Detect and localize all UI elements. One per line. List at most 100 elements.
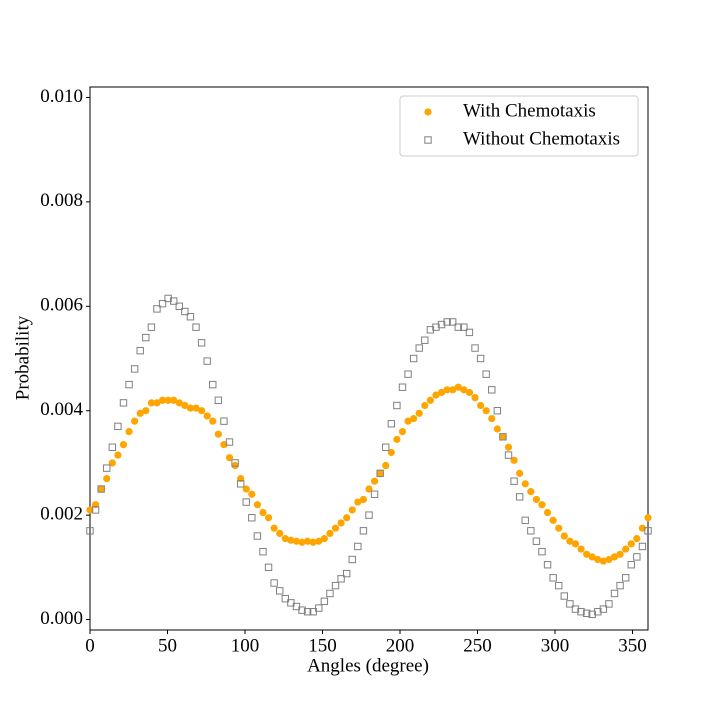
data-point [209, 380, 217, 389]
data-point [583, 550, 591, 558]
data-point [460, 386, 468, 394]
data-point [432, 391, 440, 399]
data-point [181, 307, 189, 316]
data-point [566, 600, 574, 608]
data-point [543, 561, 552, 569]
data-point [175, 302, 183, 310]
data-point [605, 555, 613, 564]
data-point [287, 536, 295, 544]
data-point [359, 495, 368, 504]
data-point [225, 454, 234, 462]
data-point [633, 553, 641, 561]
data-point [370, 477, 379, 485]
data-point [555, 581, 563, 590]
data-point [538, 501, 546, 509]
data-point [393, 401, 401, 410]
x-tick-label: 300 [541, 635, 570, 656]
x-tick-label: 150 [308, 635, 337, 656]
data-point [292, 537, 301, 545]
data-point [225, 438, 234, 446]
data-point [242, 485, 250, 493]
data-point [186, 313, 195, 321]
data-point [276, 587, 284, 595]
data-point [320, 535, 328, 543]
data-point [320, 597, 329, 605]
data-point [331, 581, 340, 590]
data-point [449, 318, 457, 326]
data-point [231, 459, 239, 467]
data-point [259, 547, 267, 556]
data-point [315, 537, 323, 545]
y-tick-label: 0.004 [40, 399, 83, 420]
data-point [515, 493, 524, 501]
data-point [192, 323, 200, 331]
data-point [354, 542, 362, 551]
data-point [86, 527, 94, 535]
data-point [337, 575, 345, 583]
data-point [203, 412, 211, 420]
data-point [527, 488, 535, 496]
data-point [504, 451, 513, 459]
data-point [114, 451, 122, 459]
data-point [214, 396, 223, 404]
data-point [153, 305, 161, 313]
data-point [264, 563, 273, 572]
data-point [610, 589, 619, 598]
data-point [493, 425, 501, 433]
data-point [91, 506, 100, 514]
data-point [644, 527, 652, 535]
data-point [404, 417, 412, 425]
x-tick-label: 350 [618, 635, 647, 656]
data-point [337, 519, 345, 527]
data-point [331, 524, 340, 532]
data-point [359, 527, 368, 535]
data-point [348, 506, 356, 514]
data-point [449, 386, 457, 394]
data-point [214, 430, 222, 438]
data-point [622, 545, 630, 553]
data-point [242, 498, 250, 506]
data-point [398, 383, 407, 391]
data-point [103, 464, 111, 472]
data-point [465, 388, 474, 397]
data-point [342, 569, 351, 578]
x-tick-label: 50 [158, 635, 177, 656]
data-point [125, 427, 133, 436]
data-point [532, 537, 541, 545]
data-point [326, 529, 334, 538]
data-point [119, 399, 128, 407]
data-point [186, 404, 195, 412]
data-point [170, 297, 178, 305]
data-point [566, 537, 574, 545]
data-point [594, 555, 602, 564]
data-point [220, 441, 228, 449]
data-point [627, 540, 635, 548]
data-point [209, 417, 217, 425]
data-point [471, 394, 479, 402]
data-point [644, 514, 652, 522]
data-point [147, 399, 155, 407]
data-point [97, 485, 105, 493]
data-point [404, 370, 412, 378]
data-point [443, 318, 451, 326]
data-point [471, 344, 479, 352]
data-point [510, 456, 518, 464]
data-point [164, 294, 172, 303]
data-point [147, 323, 156, 331]
data-point [477, 401, 485, 410]
data-point [309, 538, 317, 546]
y-axis-label: Probability [12, 315, 33, 400]
data-point [97, 485, 105, 493]
y-tick-label: 0.002 [40, 503, 83, 524]
data-point [571, 605, 580, 613]
data-point [582, 609, 591, 617]
data-point [248, 490, 256, 498]
data-point [443, 386, 451, 394]
data-point [560, 592, 568, 600]
data-point [621, 574, 630, 582]
data-point [365, 511, 373, 519]
data-point [142, 407, 150, 415]
data-point [136, 346, 144, 355]
data-point [387, 420, 396, 428]
data-point [175, 399, 183, 407]
